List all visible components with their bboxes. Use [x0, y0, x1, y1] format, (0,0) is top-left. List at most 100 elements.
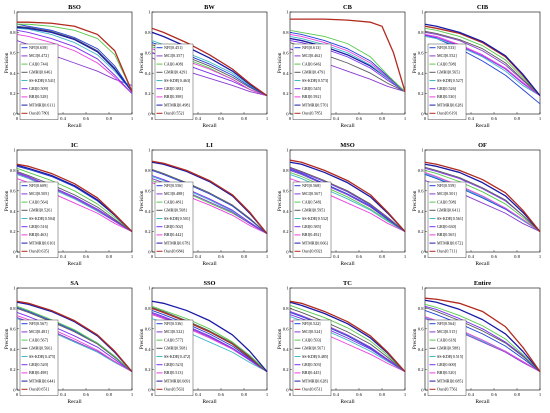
x-tick-label: 0.4: [468, 392, 474, 397]
x-tick-label: 0: [424, 116, 427, 121]
series-line-cai: [16, 167, 133, 232]
legend-entry: CAI[0.646]: [302, 61, 322, 66]
x-tick-label: 0: [424, 254, 427, 259]
series-line-sskde: [289, 174, 406, 232]
legend-entry: BRI[0.442]: [164, 232, 183, 237]
legend-entry: BRI[0.463]: [29, 232, 48, 237]
legend-entry: CAI[0.598]: [437, 61, 457, 66]
x-tick-label: 0.4: [60, 392, 66, 397]
legend-entry: Ours[0.651]: [302, 387, 323, 392]
y-tick-label: 0.8: [418, 306, 424, 311]
y-tick-label: 0.6: [283, 188, 289, 193]
y-tick-label: 0: [286, 388, 289, 393]
x-axis-label: Recall: [475, 261, 490, 267]
legend-entry: BRI[0.513]: [164, 370, 183, 375]
series-line-gmri: [424, 166, 541, 232]
chart-panel-ic: 00.20.40.60.8100.20.40.60.81ICRecallPrec…: [4, 142, 134, 267]
x-tick-label: 0.4: [195, 116, 201, 121]
series-line-ours: [424, 297, 541, 373]
legend: NFI[0.568] MCI[0.567] CAI[0.548] GMRI[0.595…: [292, 181, 332, 258]
legend-entry: BRI[0.592]: [302, 94, 321, 99]
x-tick-label: 0.8: [379, 254, 385, 259]
legend-entry: Ours[0.619]: [437, 111, 458, 116]
y-tick-label: 0.8: [10, 30, 16, 35]
y-tick-label: 0: [13, 250, 16, 255]
series-line-cai: [151, 305, 268, 372]
chart-title: BSO: [68, 4, 81, 11]
legend-entry: CAI[0.548]: [302, 199, 322, 204]
x-tick-label: 0: [151, 392, 154, 397]
y-tick-label: 0.2: [418, 91, 424, 96]
legend-entry: CAI[0.408]: [164, 61, 184, 66]
x-tick-label: 0.4: [195, 392, 201, 397]
legend: NFI[0.567] MCI[0.481] CAI[0.567] GMRI[0.566…: [19, 319, 59, 396]
series-line-ours: [17, 21, 133, 92]
x-axis-label: Recall: [340, 261, 355, 267]
series-line-ours: [151, 160, 268, 235]
x-tick-label: 0: [289, 254, 292, 259]
x-tick-label: 0.6: [356, 254, 362, 259]
legend-box: [19, 43, 59, 120]
legend-entry: MCI[0.515]: [437, 329, 457, 334]
x-tick-label: 0.8: [241, 392, 247, 397]
legend-entry: MCI[0.481]: [29, 329, 49, 334]
y-tick-label: 0.8: [418, 168, 424, 173]
chart-title: MSO: [340, 142, 355, 149]
series-line-bri: [424, 172, 541, 232]
series-line-ours: [289, 300, 406, 373]
legend-entry: Ours[0.684]: [164, 249, 185, 254]
x-axis-label: Recall: [340, 399, 355, 405]
chart-title: Entire: [474, 280, 491, 287]
legend-entry: SS-KDE[0.463]: [164, 78, 191, 83]
y-tick-label: 0.8: [418, 30, 424, 35]
x-tick-label: 0.4: [60, 116, 66, 121]
y-tick-label: 0.2: [145, 367, 151, 372]
series-line-gmri: [424, 30, 541, 96]
x-tick-label: 0: [289, 392, 292, 397]
legend-entry: GMRI[0.595]: [302, 208, 325, 213]
legend: NFI[0.613] MCI[0.462] CAI[0.646] GMRI[0.479…: [292, 43, 332, 120]
y-tick-label: 0.2: [10, 229, 16, 234]
legend-box: [427, 43, 467, 120]
y-tick-label: 0.8: [145, 306, 151, 311]
x-axis-label: Recall: [475, 123, 490, 129]
legend-entry: NFI[0.564]: [437, 321, 456, 326]
legend-entry: BRI[0.530]: [437, 94, 456, 99]
series-line-gri: [289, 314, 406, 373]
y-tick-label: 0.8: [10, 306, 16, 311]
x-tick-label: 1: [266, 254, 269, 259]
legend-entry: BRI[0.520]: [437, 370, 456, 375]
legend: NFI[0.536] MCI[0.522] CAI[0.577] GMRI[0.568…: [154, 319, 194, 396]
legend-entry: SS-KDE[0.472]: [164, 354, 191, 359]
y-tick-label: 0.2: [10, 91, 16, 96]
chart-panel-sso: 00.20.40.60.8100.20.40.60.81SSORecallPre…: [139, 280, 269, 405]
legend-entry: Ours[0.563]: [164, 387, 185, 392]
legend-entry: BRI[0.565]: [437, 232, 456, 237]
legend-entry: NFI[0.568]: [302, 183, 321, 188]
x-tick-label: 0.4: [468, 116, 474, 121]
legend-entry: MTMRI[0.666]: [302, 240, 328, 245]
legend-box: [292, 181, 332, 258]
y-tick-label: 0: [286, 250, 289, 255]
chart-title: LI: [206, 142, 213, 149]
legend-entry: NFI[0.536]: [164, 321, 183, 326]
chart-panel-tc: 00.20.40.60.8100.20.40.60.81TCRecallPrec…: [277, 280, 407, 405]
legend-entry: SS-KDE[0.515]: [437, 354, 464, 359]
y-tick-label: 0: [421, 388, 424, 393]
y-tick-label: 0.6: [418, 326, 424, 331]
chart-title: OF: [478, 142, 487, 149]
series-line-gri: [289, 167, 406, 232]
chart-title: TC: [343, 280, 352, 287]
y-tick-label: 0: [421, 250, 424, 255]
legend-entry: MTMRI[0.498]: [164, 102, 190, 107]
legend-entry: NFI[0.658]: [29, 45, 48, 50]
series-line-gri: [289, 40, 406, 92]
legend: NFI[0.451] MCI[0.357] CAI[0.408] GMRI[0.429…: [154, 43, 194, 120]
series-line-gmri: [289, 166, 406, 232]
legend-entry: GRI[0.516]: [29, 224, 49, 229]
x-tick-label: 1: [131, 116, 134, 121]
y-tick-label: 0.6: [145, 50, 151, 55]
x-tick-label: 0: [424, 392, 427, 397]
chart-panel-bso: 00.20.40.60.8100.20.40.60.81BSORecallPre…: [4, 4, 134, 129]
series-line-ours: [290, 18, 406, 92]
